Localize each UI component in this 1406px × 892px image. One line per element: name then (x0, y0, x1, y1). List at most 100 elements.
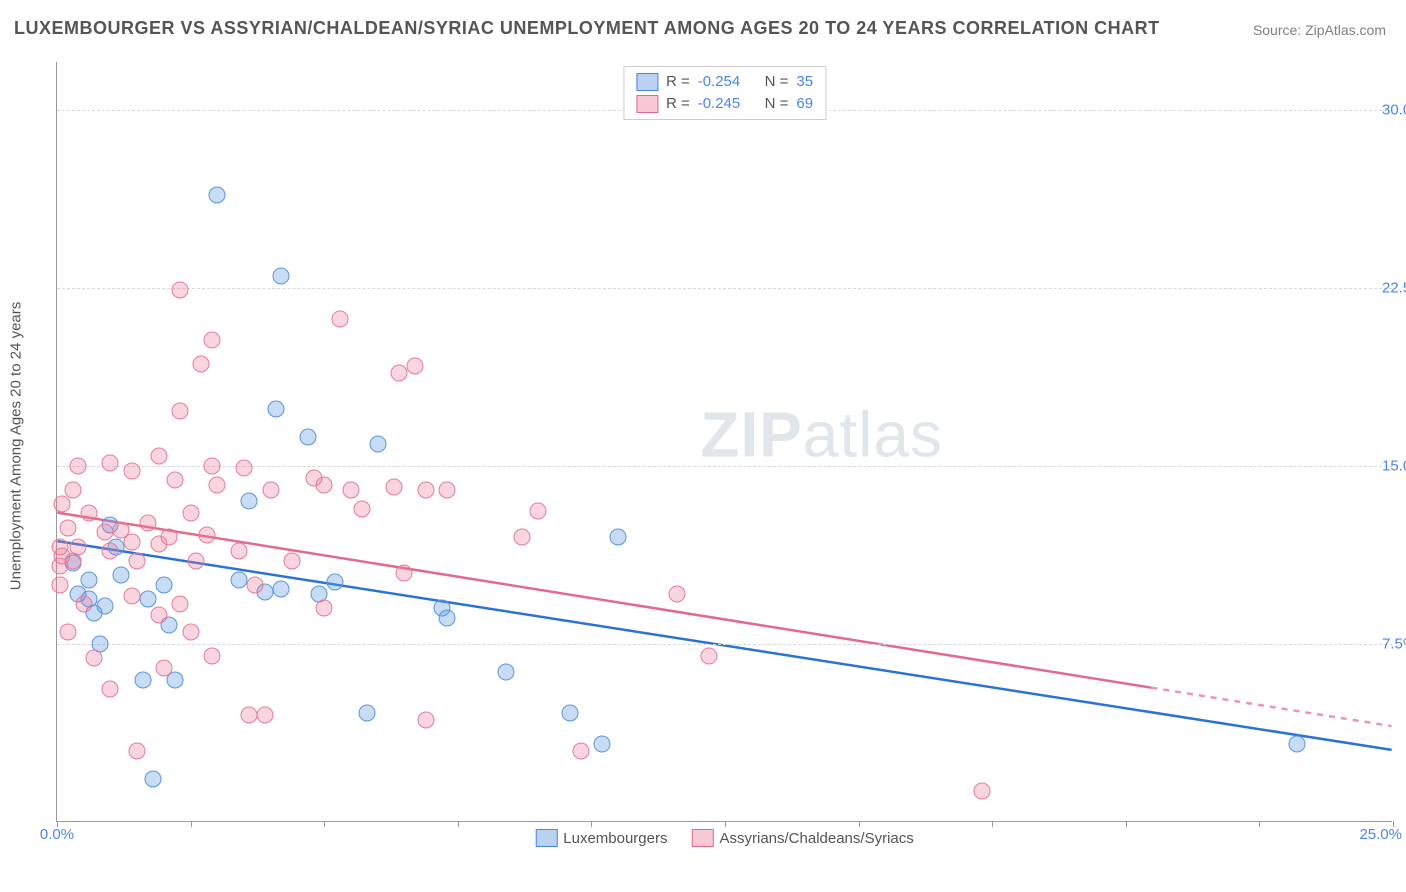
y-tick-label: 22.5% (1382, 279, 1406, 296)
data-point (594, 735, 611, 752)
data-point (182, 505, 199, 522)
data-point (51, 557, 68, 574)
data-point (187, 552, 204, 569)
data-point (230, 543, 247, 560)
data-point (332, 310, 349, 327)
data-point (86, 650, 103, 667)
source-label: Source: ZipAtlas.com (1253, 22, 1386, 38)
data-point (81, 505, 98, 522)
x-axis-min-label: 0.0% (40, 826, 74, 843)
data-point (358, 704, 375, 721)
data-point (150, 448, 167, 465)
data-point (700, 647, 717, 664)
data-point (65, 481, 82, 498)
watermark-rest: atlas (803, 398, 943, 470)
data-point (102, 455, 119, 472)
r-label: R = (666, 93, 690, 115)
data-point (417, 711, 434, 728)
data-point (155, 576, 172, 593)
legend-label: Assyrians/Chaldeans/Syriacs (719, 830, 913, 847)
x-tick (1393, 821, 1394, 827)
data-point (182, 624, 199, 641)
data-point (81, 571, 98, 588)
x-tick (57, 821, 58, 827)
data-point (123, 533, 140, 550)
data-point (123, 588, 140, 605)
swatch-pink-icon (691, 829, 713, 847)
x-tick (725, 821, 726, 827)
data-point (113, 567, 130, 584)
data-point (268, 400, 285, 417)
legend-stats: R = -0.254 N = 35 R = -0.245 N = 69 (623, 66, 826, 120)
data-point (396, 564, 413, 581)
data-point (123, 462, 140, 479)
data-point (407, 358, 424, 375)
n-label: N = (765, 71, 789, 93)
r-value-blue: -0.254 (698, 71, 741, 93)
data-point (262, 481, 279, 498)
data-point (417, 481, 434, 498)
legend-stats-row: R = -0.254 N = 35 (636, 71, 813, 93)
data-point (97, 597, 114, 614)
x-tick (324, 821, 325, 827)
data-point (209, 476, 226, 493)
r-label: R = (666, 71, 690, 93)
data-point (326, 574, 343, 591)
data-point (198, 526, 215, 543)
data-point (59, 519, 76, 536)
x-tick (1126, 821, 1127, 827)
legend-series: Luxembourgers Assyrians/Chaldeans/Syriac… (535, 829, 913, 847)
data-point (1288, 735, 1305, 752)
data-point (572, 742, 589, 759)
data-point (129, 742, 146, 759)
legend-item: Assyrians/Chaldeans/Syriacs (691, 829, 913, 847)
r-value-pink: -0.245 (698, 93, 741, 115)
data-point (241, 707, 258, 724)
data-point (134, 671, 151, 688)
data-point (102, 543, 119, 560)
data-point (273, 267, 290, 284)
gridline (57, 288, 1392, 289)
y-tick-label: 15.0% (1382, 457, 1406, 474)
trend-lines (57, 62, 1392, 821)
data-point (316, 600, 333, 617)
data-point (59, 624, 76, 641)
data-point (973, 783, 990, 800)
data-point (150, 607, 167, 624)
data-point (273, 581, 290, 598)
data-point (300, 429, 317, 446)
data-point (241, 493, 258, 510)
plot-area: ZIPatlas R = -0.254 N = 35 R = -0.245 N … (56, 62, 1392, 822)
data-point (102, 681, 119, 698)
y-tick-label: 30.0% (1382, 101, 1406, 118)
x-tick (191, 821, 192, 827)
data-point (385, 479, 402, 496)
data-point (145, 771, 162, 788)
data-point (529, 502, 546, 519)
data-point (668, 586, 685, 603)
data-point (129, 552, 146, 569)
data-point (51, 576, 68, 593)
data-point (610, 529, 627, 546)
data-point (54, 495, 71, 512)
y-axis-label: Unemployment Among Ages 20 to 24 years (8, 302, 25, 591)
data-point (171, 403, 188, 420)
data-point (171, 282, 188, 299)
legend-item: Luxembourgers (535, 829, 667, 847)
watermark: ZIPatlas (700, 397, 943, 471)
x-tick (591, 821, 592, 827)
watermark-bold: ZIP (700, 398, 803, 470)
data-point (246, 576, 263, 593)
x-tick (992, 821, 993, 827)
data-point (193, 355, 210, 372)
gridline (57, 466, 1392, 467)
n-value-blue: 35 (796, 71, 813, 93)
n-value-pink: 69 (796, 93, 813, 115)
data-point (70, 457, 87, 474)
data-point (236, 460, 253, 477)
data-point (353, 500, 370, 517)
x-tick (859, 821, 860, 827)
data-point (161, 529, 178, 546)
data-point (257, 707, 274, 724)
data-point (513, 529, 530, 546)
